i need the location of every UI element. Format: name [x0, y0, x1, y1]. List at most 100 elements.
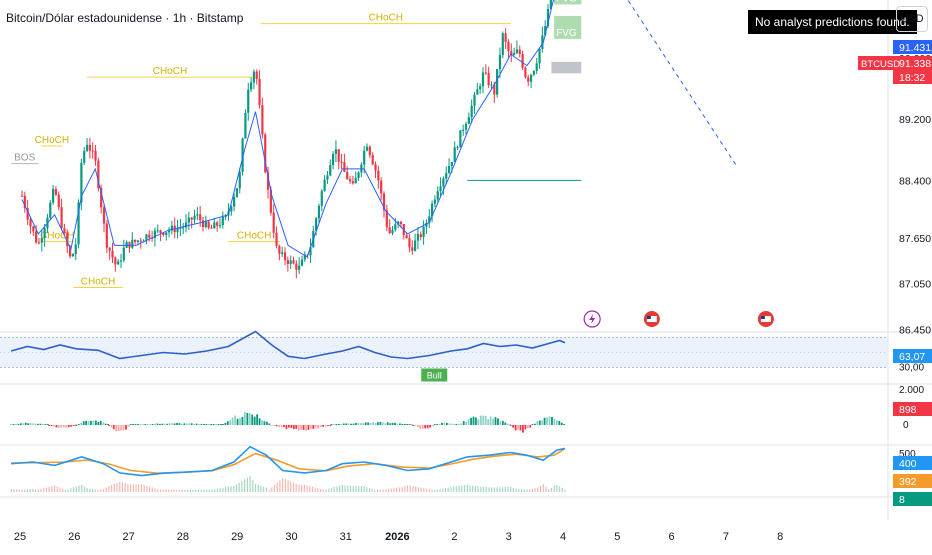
histogram-bar — [97, 422, 100, 425]
histogram-bar — [509, 425, 512, 426]
macd-histogram-bar — [553, 485, 555, 492]
histogram-bar — [416, 425, 419, 428]
candle — [411, 247, 414, 251]
macd-histogram-bar — [491, 487, 493, 492]
macd-histogram-bar — [241, 480, 243, 492]
currency-button[interactable]: USD — [896, 6, 928, 32]
histogram-bar — [489, 416, 492, 425]
candle — [346, 171, 349, 180]
price-tag — [893, 40, 932, 54]
hist-tick-label: 0 — [903, 420, 909, 431]
histogram-bar — [239, 418, 241, 425]
histogram-bar — [166, 423, 169, 425]
candle — [450, 162, 453, 167]
histogram-bar — [290, 425, 293, 428]
macd-histogram-bar — [453, 486, 455, 492]
structure-label: CHoCH — [369, 13, 403, 24]
macd-histogram-bar — [15, 489, 18, 492]
histogram-bar — [335, 424, 338, 425]
candle — [374, 164, 377, 171]
histogram-bar — [287, 425, 290, 428]
macd-histogram-bar — [113, 483, 115, 492]
candle — [428, 216, 431, 223]
macd-histogram-bar — [91, 489, 94, 492]
histogram-bar — [431, 425, 434, 427]
histogram-bar — [309, 425, 312, 429]
histogram-bar — [372, 422, 374, 425]
histogram-bar — [132, 424, 134, 425]
candle — [493, 84, 496, 95]
macd-histogram-bar — [260, 485, 262, 492]
hist-value-label: 898 — [899, 404, 917, 416]
histogram-bar — [501, 420, 504, 425]
macd-histogram-bar — [548, 489, 550, 492]
fvg-label: FVG — [556, 0, 577, 4]
candle — [442, 178, 445, 187]
macd-histogram-bar — [404, 486, 406, 492]
macd-histogram-bar — [206, 489, 208, 492]
macd-histogram-bar — [26, 489, 29, 492]
histogram-bar — [457, 423, 460, 425]
macd-histogram-bar — [545, 486, 547, 492]
macd-histogram-bar — [292, 482, 295, 492]
histogram-bar — [90, 420, 92, 425]
candle — [142, 240, 145, 242]
candle — [357, 172, 360, 178]
histogram-bar — [560, 422, 563, 425]
macd-histogram-bar — [474, 486, 477, 492]
histogram-bar — [484, 415, 487, 425]
histogram-bar — [275, 425, 278, 427]
macd-histogram-bar — [504, 487, 506, 492]
candle — [529, 74, 533, 82]
histogram-bar — [224, 422, 227, 425]
histogram-bar — [519, 425, 522, 431]
fvg-label: FVG — [556, 28, 577, 39]
candle — [153, 230, 157, 238]
candle — [269, 189, 272, 213]
macd-value-tag — [893, 474, 932, 488]
histogram-bar — [72, 425, 75, 426]
candle — [549, 0, 552, 9]
histogram-bar — [241, 416, 244, 425]
candle — [23, 195, 26, 209]
macd-histogram-bar — [263, 486, 265, 492]
candle — [148, 234, 151, 238]
candle — [430, 203, 434, 217]
candle — [289, 260, 292, 265]
macd-histogram-bar — [203, 489, 205, 492]
candle — [348, 179, 352, 182]
candle — [105, 223, 108, 248]
candle — [351, 181, 354, 184]
structure-label: CHoCH — [81, 277, 115, 288]
histogram-bar — [29, 423, 32, 425]
macd-histogram-bar — [523, 489, 525, 492]
macd-histogram-bar — [401, 486, 403, 492]
candle — [216, 222, 219, 226]
macd-histogram-bar — [366, 487, 368, 492]
candle — [521, 54, 524, 68]
histogram-bar — [110, 425, 113, 428]
macd-histogram-bar — [455, 486, 457, 492]
macd-histogram-bar — [70, 488, 72, 492]
histogram-bar — [226, 421, 229, 425]
macd-histogram-bar — [328, 488, 330, 492]
histogram-bar — [280, 425, 283, 428]
candle — [433, 199, 437, 204]
macd-histogram-bar — [37, 489, 39, 492]
macd-histogram-bar — [176, 489, 178, 492]
candle — [317, 205, 321, 219]
histogram-bar — [80, 422, 83, 425]
macd-histogram-bar — [178, 489, 181, 492]
macd-histogram-bar — [86, 488, 88, 492]
histogram-bar — [104, 423, 107, 425]
x-tick-label: 31 — [340, 531, 352, 543]
macd-histogram-bar — [461, 485, 463, 492]
macd-histogram-bar — [135, 484, 137, 492]
candle — [49, 202, 52, 218]
histogram-bar — [234, 415, 237, 425]
macd-histogram-bar — [62, 488, 64, 492]
macd-histogram-bar — [382, 489, 384, 492]
candle — [323, 179, 326, 191]
